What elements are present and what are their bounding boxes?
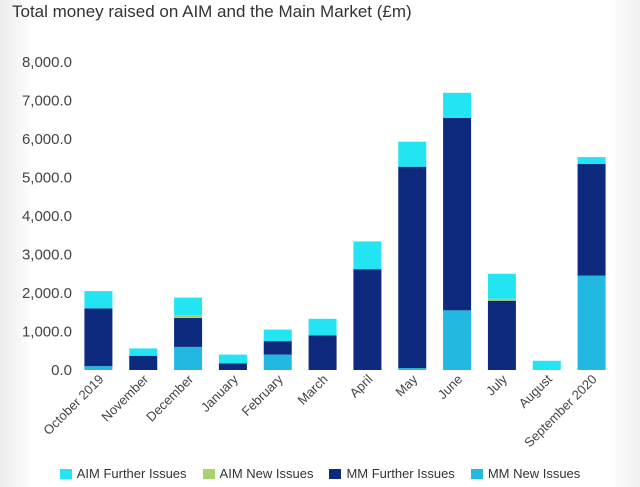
bar-segment [174, 314, 203, 319]
bar-segment [84, 308, 113, 367]
legend-swatch [329, 468, 342, 479]
legend-label: AIM Further Issues [76, 466, 187, 481]
bar-segment [443, 117, 472, 311]
bar-segment [129, 355, 158, 370]
bar-segment [398, 368, 427, 370]
x-tick-label: October 2019 [40, 372, 106, 438]
bar-segment [398, 141, 427, 167]
bar-segment [174, 318, 203, 347]
legend-label: AIM New Issues [219, 466, 314, 481]
bar-segment [353, 241, 382, 270]
x-tick-label: January [198, 371, 242, 415]
y-tick-label: 4,000.0 [22, 208, 72, 225]
y-tick-label: 1,000.0 [22, 324, 72, 341]
bar-segment [174, 346, 203, 370]
legend-item: MM Further Issues [329, 466, 455, 481]
legend-item: MM New Issues [470, 466, 581, 481]
bar-segment [84, 366, 113, 370]
bar-segment [308, 318, 337, 336]
bar-segment [532, 360, 561, 370]
x-tick-label: December [143, 371, 196, 424]
bar-segment [218, 363, 247, 370]
x-tick-label: April [347, 371, 376, 400]
x-tick-label: May [392, 371, 420, 399]
bar-segment [487, 298, 516, 301]
bar-segment [398, 166, 427, 369]
legend-label: MM Further Issues [346, 466, 455, 481]
x-tick-label: July [483, 371, 510, 398]
legend-swatch [202, 468, 215, 479]
bar-segment [443, 310, 472, 370]
bar-segment [443, 92, 472, 118]
bar-segment [263, 354, 292, 370]
bar-segment [353, 269, 382, 370]
bar-segment [174, 297, 203, 315]
bar-segment [487, 273, 516, 299]
bar-segment [577, 157, 606, 165]
bar-segment [487, 300, 516, 370]
bar-segment [263, 341, 292, 355]
x-tick-label: June [435, 372, 466, 403]
bar-segment [263, 329, 292, 342]
bar-segment [218, 354, 247, 364]
bar-segment [308, 335, 337, 370]
y-tick-label: 3,000.0 [22, 247, 72, 264]
y-tick-label: 0.0 [51, 362, 72, 379]
x-tick-label: February [238, 371, 286, 419]
bar-segment [577, 164, 606, 276]
y-tick-label: 2,000.0 [22, 285, 72, 302]
x-tick-label: November [98, 371, 151, 424]
legend-item: AIM New Issues [202, 466, 314, 481]
x-tick-label: March [295, 372, 331, 408]
bar-segment [577, 275, 606, 370]
bar-segment [129, 348, 158, 356]
bar-segment [84, 291, 113, 309]
legend-item: AIM Further Issues [59, 466, 187, 481]
y-tick-label: 7,000.0 [22, 93, 72, 110]
legend-label: MM New Issues [487, 466, 581, 481]
y-tick-label: 5,000.0 [22, 170, 72, 187]
y-tick-label: 8,000.0 [22, 54, 72, 71]
legend-swatch [59, 468, 72, 479]
legend-swatch [470, 468, 483, 479]
chart-title: Total money raised on AIM and the Main M… [12, 2, 412, 21]
x-tick-label: August [516, 371, 555, 410]
y-tick-label: 6,000.0 [22, 131, 72, 148]
chart-legend: AIM Further Issues AIM New Issues MM Furth… [0, 466, 640, 481]
